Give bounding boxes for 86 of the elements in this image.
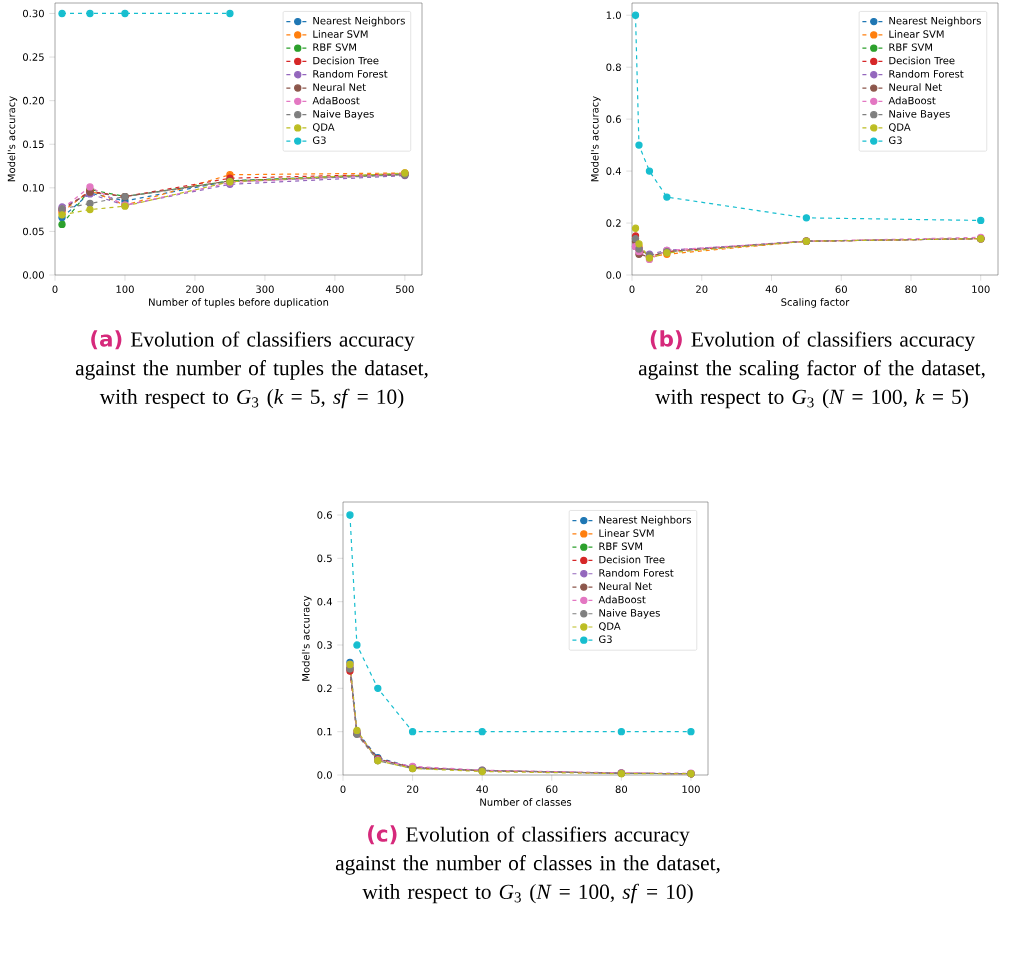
- legend-label: RBF SVM: [313, 43, 356, 51]
- y-tick-label: 0.5: [317, 554, 332, 563]
- x-tick-label: 400: [325, 285, 344, 293]
- legend-label: Naive Bayes: [599, 608, 660, 619]
- x-tick-label: 100: [682, 785, 700, 793]
- legend-label: Neural Net: [889, 83, 942, 91]
- text: with respect to G$_{3}$ (k = 5, sf = 10): [99, 388, 404, 409]
- text: Evolution of classifiers accuracy: [691, 331, 976, 352]
- y-axis-title: Model's accuracy: [7, 96, 18, 182]
- legend-label: Neural Net: [599, 582, 652, 591]
- legend-label: Linear SVM: [313, 30, 368, 38]
- legend-label: Nearest Neighbors: [599, 515, 691, 526]
- legend-label: QDA: [889, 123, 911, 132]
- y-tick-label: 0.10: [23, 184, 44, 192]
- x-tick-label: 80: [905, 285, 917, 293]
- x-tick-label: 20: [406, 785, 419, 793]
- y-tick-label: 0.6: [606, 115, 621, 123]
- x-tick-label: 200: [186, 285, 204, 293]
- legend-label: Naive Bayes: [313, 109, 374, 120]
- y-tick-label: 1.0: [606, 11, 621, 19]
- x-axis-title: Number of classes: [480, 798, 572, 806]
- y-tick-label: 0.6: [317, 511, 332, 519]
- legend-label: AdaBoost: [598, 595, 646, 604]
- legend-label: Linear SVM: [599, 529, 654, 537]
- text: Evolution of classifiers accuracy: [130, 331, 415, 352]
- y-tick-label: 0.25: [23, 53, 44, 61]
- x-tick-label: 40: [476, 785, 488, 793]
- legend-label: Decision Tree: [313, 56, 379, 65]
- legend-label: G3: [599, 635, 612, 643]
- y-tick-label: 0.2: [606, 219, 621, 227]
- x-tick-label: 500: [396, 285, 414, 293]
- legend-label: Random Forest: [313, 69, 388, 78]
- legend-label: AdaBoost: [312, 96, 360, 105]
- text: against the scaling factor of the dataset,: [638, 360, 985, 380]
- legend-label: Random Forest: [599, 568, 674, 577]
- legend-label: AdaBoost: [888, 96, 936, 105]
- legend-label: RBF SVM: [599, 542, 643, 551]
- x-tick-label: 0: [340, 785, 346, 793]
- text: (b): [650, 330, 682, 350]
- y-axis-title: Model's accuracy: [301, 595, 312, 681]
- y-tick-label: 0.8: [606, 63, 621, 71]
- text: with respect to G$_{3}$ (N = 100, k = 5): [655, 389, 968, 409]
- legend-label: Nearest Neighbors: [889, 16, 981, 27]
- x-tick-label: 300: [256, 285, 274, 293]
- x-tick-label: 80: [615, 785, 628, 793]
- y-tick-label: 0.4: [317, 597, 333, 606]
- x-tick-label: 100: [116, 285, 134, 293]
- y-tick-label: 0.15: [23, 140, 44, 149]
- x-tick-label: 100: [972, 285, 990, 293]
- legend-label: Nearest Neighbors: [313, 16, 405, 27]
- legend-label: Decision Tree: [889, 56, 955, 65]
- text: against the number of classes in the dataset,: [335, 855, 720, 875]
- x-tick-label: 60: [835, 285, 847, 293]
- legend-label: RBF SVM: [889, 43, 932, 51]
- legend-label: Naive Bayes: [889, 109, 950, 120]
- y-tick-label: 0.00: [23, 271, 44, 279]
- text: with respect to G$_{3}$ (N = 100, sf = 10): [362, 883, 693, 904]
- x-tick-label: 60: [546, 785, 558, 793]
- y-axis-title: Model's accuracy: [590, 96, 601, 182]
- y-tick-label: 0.30: [23, 9, 44, 18]
- x-tick-label: 20: [696, 285, 708, 293]
- legend-label: Linear SVM: [889, 30, 944, 38]
- legend-label: Neural Net: [313, 83, 366, 91]
- x-tick-label: 40: [765, 285, 778, 293]
- y-tick-label: 0.1: [317, 727, 332, 736]
- text: (c): [368, 825, 397, 845]
- x-axis-title: Scaling factor: [781, 298, 850, 308]
- text: (a): [91, 330, 122, 350]
- legend-label: G3: [889, 136, 902, 144]
- y-tick-label: 0.20: [23, 96, 44, 105]
- text: against the number of tuples the dataset,: [75, 360, 428, 380]
- y-tick-label: 0.3: [317, 641, 332, 649]
- legend-label: QDA: [312, 123, 335, 132]
- y-tick-label: 0.05: [23, 227, 44, 236]
- legend-label: QDA: [599, 622, 621, 631]
- legend-label: Random Forest: [889, 69, 964, 78]
- legend-label: Decision Tree: [599, 555, 665, 564]
- legend-label: G3: [312, 136, 326, 144]
- y-tick-label: 0.0: [606, 271, 621, 279]
- text: Evolution of classifiers accuracy: [406, 826, 690, 847]
- y-tick-label: 0.0: [317, 771, 332, 779]
- x-axis-title: Number of tuples before duplication: [149, 298, 329, 308]
- x-tick-label: 0: [52, 285, 58, 293]
- y-tick-label: 0.2: [317, 684, 332, 693]
- y-tick-label: 0.4: [606, 167, 622, 175]
- x-tick-label: 0: [629, 285, 635, 293]
